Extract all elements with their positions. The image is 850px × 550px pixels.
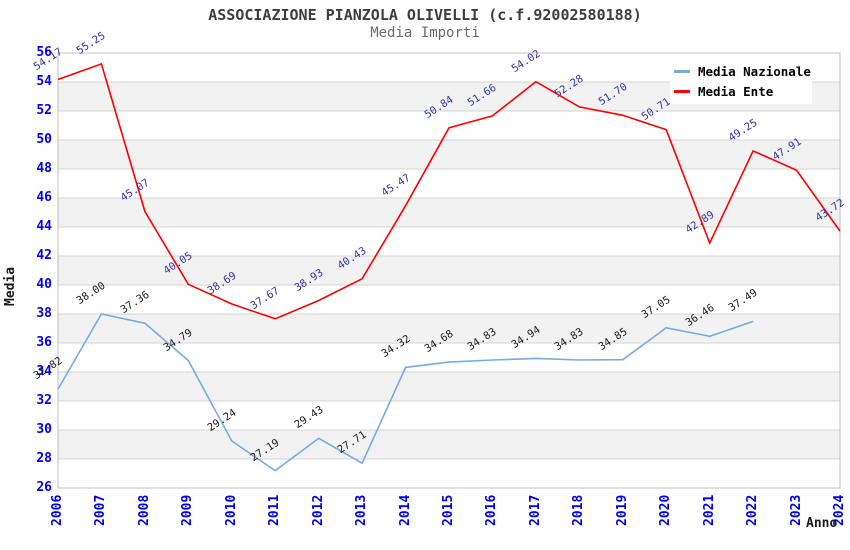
background-band (58, 459, 840, 488)
y-tick-label: 56 (36, 45, 52, 60)
y-tick-label: 54 (36, 74, 52, 89)
series-line-media-nazionale (57, 313, 754, 472)
y-tick-label: 50 (36, 132, 52, 147)
chart-title: ASSOCIAZIONE PIANZOLA OLIVELLI (c.f.9200… (208, 6, 642, 24)
y-tick-label: 48 (36, 161, 52, 176)
background-band (58, 140, 840, 169)
legend: Media Nazionale Media Ente (670, 59, 812, 104)
y-tick-label: 34 (36, 364, 52, 379)
x-tick-label: 2013 (354, 494, 370, 526)
plot-border (57, 52, 841, 489)
x-tick-label: 2021 (701, 494, 717, 526)
x-tick-label: 2012 (310, 494, 326, 526)
background-band (58, 285, 840, 314)
y-tick-label: 46 (36, 190, 52, 205)
x-tick-label: 2023 (788, 494, 804, 526)
y-axis-title: Media (3, 266, 18, 306)
background-band (58, 198, 840, 227)
background-band (58, 430, 840, 459)
background-band (58, 314, 840, 343)
chart-subtitle: Media Importi (370, 25, 480, 41)
x-tick-label: 2014 (397, 494, 413, 526)
legend-label-media-ente: Media Ente (698, 83, 774, 99)
x-tick-label: 2016 (484, 494, 500, 526)
legend-swatch-media-ente (674, 90, 690, 93)
background-band (58, 227, 840, 256)
x-tick-label: 2022 (745, 494, 761, 526)
y-tick-label: 36 (36, 335, 52, 350)
y-tick-label: 52 (36, 103, 52, 118)
x-tick-label: 2017 (527, 494, 543, 526)
y-tick-label: 40 (36, 277, 52, 292)
legend-item-media-ente: Media Ente (674, 83, 812, 99)
background-band (58, 372, 840, 401)
x-tick-label: 2008 (136, 494, 152, 526)
x-tick-label: 2010 (223, 494, 239, 526)
background-band (58, 401, 840, 430)
legend-item-media-nazionale: Media Nazionale (674, 63, 812, 79)
x-tick-label: 2018 (571, 494, 587, 526)
background-band (58, 343, 840, 372)
y-tick-label: 38 (36, 306, 52, 321)
legend-label-media-nazionale: Media Nazionale (698, 63, 811, 79)
x-axis-title: Anno (806, 516, 838, 531)
y-tick-label: 44 (36, 219, 52, 234)
background-band (58, 256, 840, 285)
y-tick-label: 26 (36, 480, 52, 495)
x-tick-label: 2009 (180, 494, 196, 526)
y-tick-label: 28 (36, 451, 52, 466)
background-band (58, 169, 840, 198)
x-tick-label: 2007 (93, 494, 109, 526)
x-tick-label: 2019 (614, 494, 630, 526)
x-tick-label: 2006 (50, 494, 65, 526)
series-line-media-ente (57, 62, 841, 320)
background-band (58, 111, 840, 140)
x-tick-label: 2011 (267, 494, 283, 526)
y-tick-label: 30 (36, 422, 52, 437)
legend-swatch-media-nazionale (674, 70, 690, 73)
x-tick-label: 2015 (441, 494, 456, 526)
y-tick-label: 32 (36, 393, 52, 408)
x-tick-label: 2020 (658, 494, 674, 526)
y-tick-label: 42 (36, 248, 52, 263)
